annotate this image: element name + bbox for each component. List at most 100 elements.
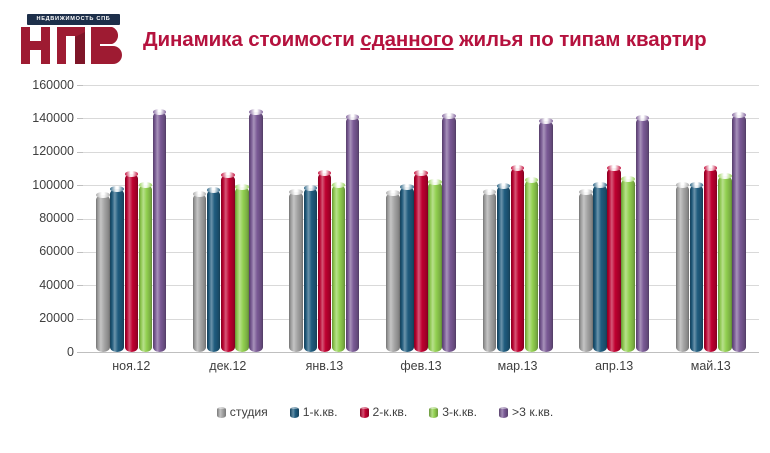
bar-body xyxy=(510,168,525,352)
y-axis-tick-label: 40000 xyxy=(39,277,74,292)
bar[interactable] xyxy=(206,187,221,352)
bar[interactable] xyxy=(221,172,235,352)
x-axis-tick-label: фев.13 xyxy=(400,359,442,373)
bar-body xyxy=(110,189,124,352)
bar-cap xyxy=(689,182,704,189)
bar-body xyxy=(607,168,621,352)
bar-cap xyxy=(303,185,318,192)
gridline xyxy=(83,118,759,119)
legend-swatch xyxy=(216,405,226,418)
bar-cap xyxy=(235,183,249,190)
company-logo: НЕДВИЖИМОСТЬ СПБ xyxy=(19,14,123,66)
x-axis-tick-label: апр.13 xyxy=(595,359,634,373)
bar-body xyxy=(442,115,456,352)
bar[interactable] xyxy=(331,182,346,352)
bar-body xyxy=(482,191,497,352)
y-axis-tickmark xyxy=(77,85,83,86)
bar[interactable] xyxy=(621,176,635,352)
legend-label: 1-к.кв. xyxy=(302,405,338,419)
bar-body xyxy=(138,185,153,352)
x-axis-tick-label: ноя.12 xyxy=(112,359,151,373)
y-axis-tick-label: 80000 xyxy=(39,211,74,225)
bar-group xyxy=(373,0,470,453)
bar[interactable] xyxy=(579,188,593,352)
bar-group xyxy=(276,0,373,453)
bar-group xyxy=(469,0,566,453)
bar-body xyxy=(689,185,704,352)
bar[interactable] xyxy=(289,188,303,352)
bar[interactable] xyxy=(675,182,690,352)
legend-label: >3 к.кв. xyxy=(512,405,554,419)
bar[interactable] xyxy=(635,115,650,352)
chart-legend: студия 1-к.кв. 2-к.кв. 3-к.кв. >3 к.кв. xyxy=(0,402,770,422)
bar-body xyxy=(386,193,400,352)
x-axis-tick-label: янв.13 xyxy=(305,359,344,373)
logo-top-bar-text: НЕДВИЖИМОСТЬ СПБ xyxy=(36,16,111,22)
bar[interactable] xyxy=(524,177,539,352)
bar-body xyxy=(703,168,718,352)
bar[interactable] xyxy=(703,165,718,352)
bar[interactable] xyxy=(539,117,553,352)
bar-body xyxy=(192,194,207,352)
legend-item[interactable]: 3-к.кв. xyxy=(429,405,477,419)
bar-cap xyxy=(345,113,360,120)
legend-item[interactable]: студия xyxy=(216,405,268,419)
legend-item[interactable]: 1-к.кв. xyxy=(289,405,338,419)
bar-body xyxy=(249,111,263,352)
bar[interactable] xyxy=(593,182,607,352)
x-axis-tick-label: дек.12 xyxy=(209,359,247,373)
y-axis-tickmark xyxy=(77,219,83,220)
bar[interactable] xyxy=(496,182,511,352)
bar[interactable] xyxy=(400,183,414,352)
bar[interactable] xyxy=(303,185,318,352)
bar[interactable] xyxy=(317,170,332,352)
bar-cap xyxy=(675,182,690,189)
bar-cap xyxy=(703,165,718,172)
legend-swatch xyxy=(429,405,439,418)
bar-group xyxy=(662,0,759,453)
bar[interactable] xyxy=(718,172,732,352)
bar[interactable] xyxy=(607,165,621,352)
bar[interactable] xyxy=(249,108,263,352)
bar[interactable] xyxy=(235,183,249,352)
y-axis-tickmark xyxy=(77,285,83,286)
bar[interactable] xyxy=(732,112,746,352)
legend-label: 3-к.кв. xyxy=(442,405,478,419)
bar-body xyxy=(414,172,428,352)
bar-cap xyxy=(607,165,621,172)
bar-cap xyxy=(317,170,332,177)
bar[interactable] xyxy=(345,113,360,352)
bar[interactable] xyxy=(192,191,207,352)
bar-cap xyxy=(192,191,207,198)
axis-baseline xyxy=(83,352,759,353)
bar-cap xyxy=(579,188,593,195)
bar-cap xyxy=(221,172,235,179)
bar[interactable] xyxy=(442,112,456,352)
bar[interactable] xyxy=(110,186,124,352)
bar[interactable] xyxy=(96,192,110,352)
bar-body xyxy=(235,186,249,352)
bar-body xyxy=(732,115,746,352)
bar[interactable] xyxy=(138,182,153,352)
bar-body xyxy=(496,185,511,352)
legend-item[interactable]: 2-к.кв. xyxy=(359,405,407,419)
bar[interactable] xyxy=(482,188,497,352)
x-axis-tick-label: май.13 xyxy=(690,359,731,373)
chart-header: НЕДВИЖИМОСТЬ СПБ Динами xyxy=(0,0,770,78)
y-axis-tick-label: 0 xyxy=(67,344,74,359)
legend-item[interactable]: >3 к.кв. xyxy=(499,405,553,419)
bar-cap xyxy=(732,112,746,119)
bar[interactable] xyxy=(414,169,428,352)
bar[interactable] xyxy=(689,182,704,352)
x-axis-tick-label: мар.13 xyxy=(497,359,538,373)
bar-body xyxy=(317,173,332,352)
bar-group xyxy=(83,0,180,453)
chart-title: Динамика стоимости сданного жилья по тип… xyxy=(143,27,743,53)
bar[interactable] xyxy=(152,108,167,352)
bar[interactable] xyxy=(510,165,525,352)
bar[interactable] xyxy=(386,190,400,352)
bar[interactable] xyxy=(428,178,442,352)
bar[interactable] xyxy=(124,171,139,352)
